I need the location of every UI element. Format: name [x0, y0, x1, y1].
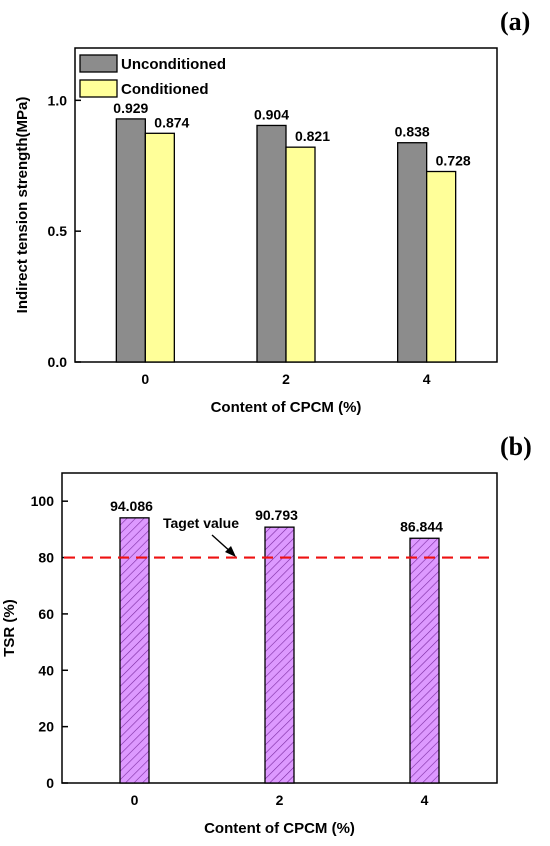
x-tick-label: 2 — [276, 792, 284, 808]
y-tick-label: 100 — [31, 493, 55, 509]
y-axis-title: TSR (%) — [1, 599, 18, 657]
y-tick-label: 0.5 — [48, 223, 68, 239]
x-axis-title: Content of CPCM (%) — [211, 399, 362, 416]
bar-tsr — [409, 537, 440, 784]
y-tick-label: 0 — [46, 775, 54, 791]
y-tick-label: 20 — [38, 719, 54, 735]
y-tick-label: 1.0 — [48, 92, 68, 108]
legend-swatch — [79, 79, 118, 98]
target-annotation: Taget value — [163, 515, 239, 531]
data-label-tsr: 86.844 — [400, 518, 443, 534]
y-tick-label: 40 — [38, 662, 54, 678]
data-label-unconditioned: 0.838 — [395, 124, 430, 140]
bar-conditioned — [285, 146, 316, 363]
y-tick-label: 80 — [38, 550, 54, 566]
bar-tsr — [119, 517, 150, 784]
data-label-unconditioned: 0.904 — [254, 106, 289, 122]
x-axis-title: Content of CPCM (%) — [204, 820, 355, 837]
legend-label: Conditioned — [121, 81, 208, 98]
data-label-conditioned: 0.874 — [154, 114, 189, 130]
chart-b: 0 20 40 60 80 100 0 2 4 Content of CPCM (%) TSR (%… — [1, 472, 498, 837]
x-tick-label: 4 — [421, 792, 429, 808]
data-label-tsr: 90.793 — [255, 507, 298, 523]
x-tick-label: 0 — [141, 371, 149, 387]
bar-conditioned — [144, 132, 175, 363]
bar-conditioned — [426, 170, 457, 363]
chart-a: 0.0 0.5 1.0 0 2 4 Content of CPCM (%) Indirect … — [14, 47, 498, 416]
bar-tsr — [264, 526, 295, 784]
bar-unconditioned — [115, 118, 146, 363]
panel-b-label: (b) — [500, 432, 532, 461]
legend-swatch — [79, 54, 118, 73]
x-tick-label: 4 — [423, 371, 431, 387]
legend-label: Unconditioned — [121, 56, 226, 73]
y-tick-label: 60 — [38, 606, 54, 622]
panel-a-label: (a) — [500, 7, 530, 36]
x-tick-label: 0 — [131, 792, 139, 808]
y-axis-title: Indirect tension strength(MPa) — [14, 97, 31, 314]
annotation-arrow-head — [225, 546, 236, 557]
data-label-conditioned: 0.821 — [295, 128, 330, 144]
x-tick-label: 2 — [282, 371, 290, 387]
data-label-unconditioned: 0.929 — [113, 100, 148, 116]
data-label-conditioned: 0.728 — [436, 153, 471, 169]
bar-unconditioned — [397, 142, 428, 363]
y-tick-label: 0.0 — [48, 354, 68, 370]
bar-unconditioned — [256, 124, 287, 363]
data-label-tsr: 94.086 — [110, 498, 153, 514]
